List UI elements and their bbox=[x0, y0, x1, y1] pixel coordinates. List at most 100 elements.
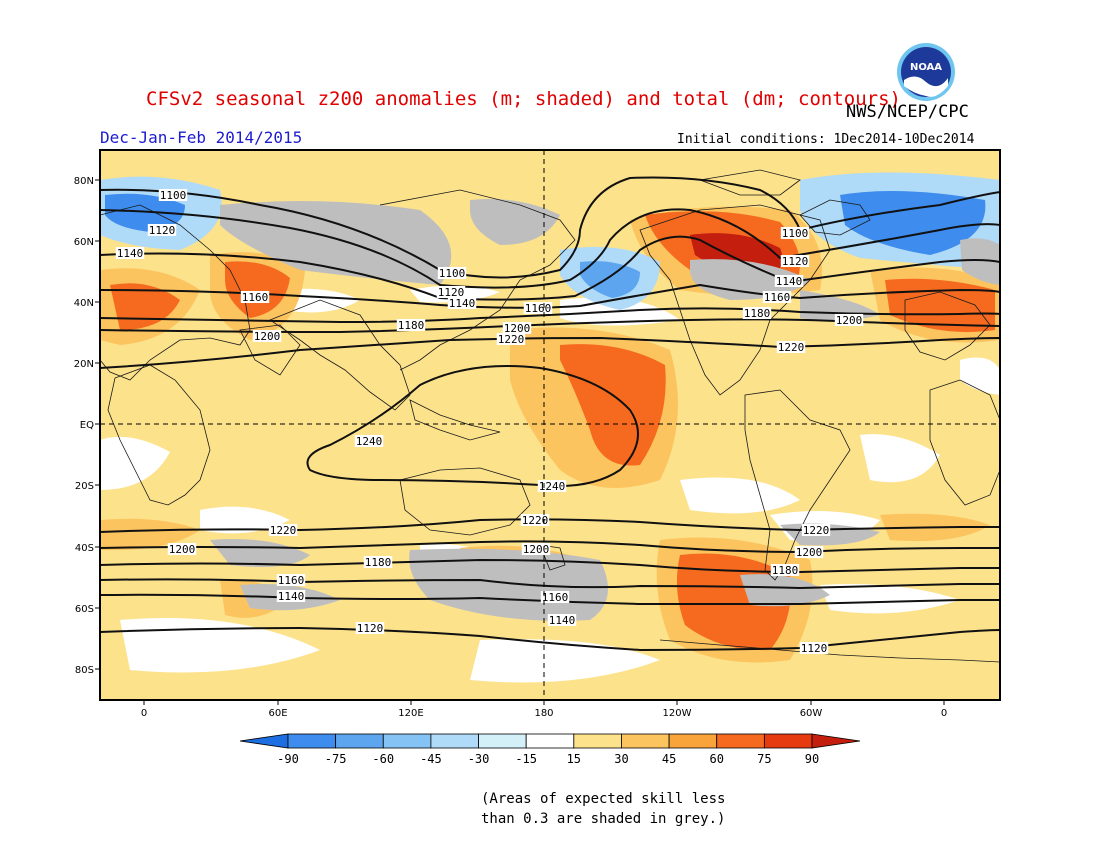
colorbar-label: 45 bbox=[662, 752, 676, 766]
lat-label: 60N bbox=[74, 237, 94, 248]
contour-label-bg bbox=[742, 307, 772, 319]
contour-label: 1100 bbox=[439, 267, 466, 280]
contour-label: 1120 bbox=[801, 642, 828, 655]
anomaly-negative-region bbox=[580, 261, 640, 298]
anomaly-neutral-region bbox=[820, 584, 960, 614]
lon-label: 0 bbox=[941, 708, 947, 719]
contour-label-bg bbox=[167, 543, 197, 555]
contour-label-bg bbox=[521, 543, 551, 555]
height-contour bbox=[100, 626, 1000, 652]
low-skill-region bbox=[740, 574, 830, 607]
low-skill-region bbox=[960, 238, 1000, 285]
contour-label-bg bbox=[240, 291, 270, 303]
skill-note-line-2: than 0.3 are shaded in grey.) bbox=[481, 811, 726, 827]
colorbar-swatch bbox=[716, 733, 765, 749]
contour-label-bg bbox=[780, 255, 810, 267]
anomaly-neutral-region bbox=[100, 436, 170, 490]
contour-label: 1100 bbox=[160, 189, 187, 202]
low-skill-region bbox=[220, 201, 452, 285]
contour-label-bg bbox=[252, 330, 282, 342]
lon-label: 60W bbox=[800, 708, 823, 719]
colorbar-label: -15 bbox=[515, 752, 537, 766]
contour-label: 1160 bbox=[278, 574, 305, 587]
coastline bbox=[100, 204, 251, 381]
contour-label-bg bbox=[502, 322, 532, 334]
colorbar-swatch bbox=[430, 733, 479, 749]
chart-title: CFSv2 seasonal z200 anomalies (m; shaded… bbox=[146, 88, 901, 110]
lat-label: 80N bbox=[74, 176, 94, 187]
initial-conditions-label: Initial conditions: 1Dec2014-10Dec2014 bbox=[677, 132, 975, 147]
height-contour bbox=[100, 208, 1000, 289]
contour-label: 1140 bbox=[549, 614, 576, 627]
noaa-logo-text: NOAA bbox=[910, 62, 942, 73]
contour-label: 1160 bbox=[242, 291, 269, 304]
lon-label: 60E bbox=[268, 708, 287, 719]
colorbar-swatch bbox=[668, 733, 718, 749]
contour-label-bg bbox=[801, 524, 831, 536]
contour-label-bg bbox=[276, 590, 306, 602]
colorbar-label: 75 bbox=[757, 752, 771, 766]
contour-label: 1120 bbox=[438, 286, 465, 299]
coastline bbox=[399, 467, 531, 536]
coastline bbox=[107, 364, 211, 506]
contour-label-bg bbox=[115, 247, 145, 259]
contour-label-bg bbox=[520, 514, 550, 526]
contour-label: 1140 bbox=[776, 275, 803, 288]
height-contour bbox=[100, 540, 1000, 554]
lat-label: 40S bbox=[75, 543, 94, 554]
low-skill-region bbox=[210, 539, 310, 568]
contour-label-bg bbox=[770, 564, 800, 576]
contour-label: 1180 bbox=[744, 307, 771, 320]
colorbar: -90 -75 -60 -45 -30 -15 15 30 45 60 75 90 bbox=[239, 733, 861, 766]
contour-label-bg bbox=[276, 574, 306, 586]
lon-label: 120E bbox=[398, 708, 423, 719]
colorbar-swatch bbox=[525, 733, 575, 749]
lat-label: 60S bbox=[75, 604, 94, 615]
contour-label: 1200 bbox=[523, 543, 550, 556]
season-label: Dec-Jan-Feb 2014/2015 bbox=[100, 128, 303, 147]
lat-label: 40N bbox=[74, 298, 94, 309]
coastline bbox=[269, 299, 411, 411]
contour-label-bg bbox=[547, 614, 577, 626]
anomaly-negative-region bbox=[840, 191, 986, 255]
low-skill-region bbox=[470, 199, 560, 245]
coastline bbox=[799, 199, 871, 236]
map-canvas: 1100 1120 1140 1160 1200 1100 1120 1140 1160 1180… bbox=[100, 150, 1000, 700]
colorbar-swatch bbox=[478, 733, 527, 749]
anomaly-strong-positive-region bbox=[560, 344, 666, 466]
height-contour bbox=[100, 336, 1000, 369]
contour-label: 1160 bbox=[764, 291, 791, 304]
anomaly-negative-region bbox=[105, 193, 185, 232]
colorbar-label: 15 bbox=[567, 752, 581, 766]
colorbar-swatch bbox=[621, 733, 670, 749]
contour-label: 1120 bbox=[149, 224, 176, 237]
contour-label: 1200 bbox=[169, 543, 196, 556]
colorbar-arrow-high bbox=[811, 733, 861, 749]
contour-label: 1240 bbox=[356, 435, 383, 448]
lat-label: 20N bbox=[74, 359, 94, 370]
contour-label: 1200 bbox=[796, 546, 823, 559]
lat-label: EQ bbox=[80, 420, 94, 431]
lon-label: 180 bbox=[534, 708, 553, 719]
anomaly-neutral-region bbox=[860, 434, 940, 483]
coastline bbox=[904, 291, 991, 361]
contour-label-bg bbox=[396, 319, 426, 331]
contour-label: 1220 bbox=[803, 524, 830, 537]
contour-label-bg bbox=[447, 297, 477, 309]
anomaly-neutral-region bbox=[680, 477, 800, 514]
contour-label-bg bbox=[537, 480, 567, 492]
anomaly-neutral-region bbox=[470, 639, 660, 683]
colorbar-swatch bbox=[335, 733, 384, 749]
lat-label: 20S bbox=[75, 481, 94, 492]
anomaly-positive-region bbox=[100, 518, 200, 551]
coastline bbox=[929, 379, 1000, 506]
anomaly-neutral-region bbox=[960, 357, 1000, 395]
lat-label: 80S bbox=[75, 665, 94, 676]
colorbar-swatch bbox=[763, 733, 813, 749]
colorbar-label: 60 bbox=[710, 752, 724, 766]
contour-label-bg bbox=[363, 556, 393, 568]
contour-label-bg bbox=[834, 314, 864, 326]
contour-label-bg bbox=[147, 224, 177, 236]
colorbar-arrow-low bbox=[239, 733, 289, 749]
contour-label-bg bbox=[774, 275, 804, 287]
